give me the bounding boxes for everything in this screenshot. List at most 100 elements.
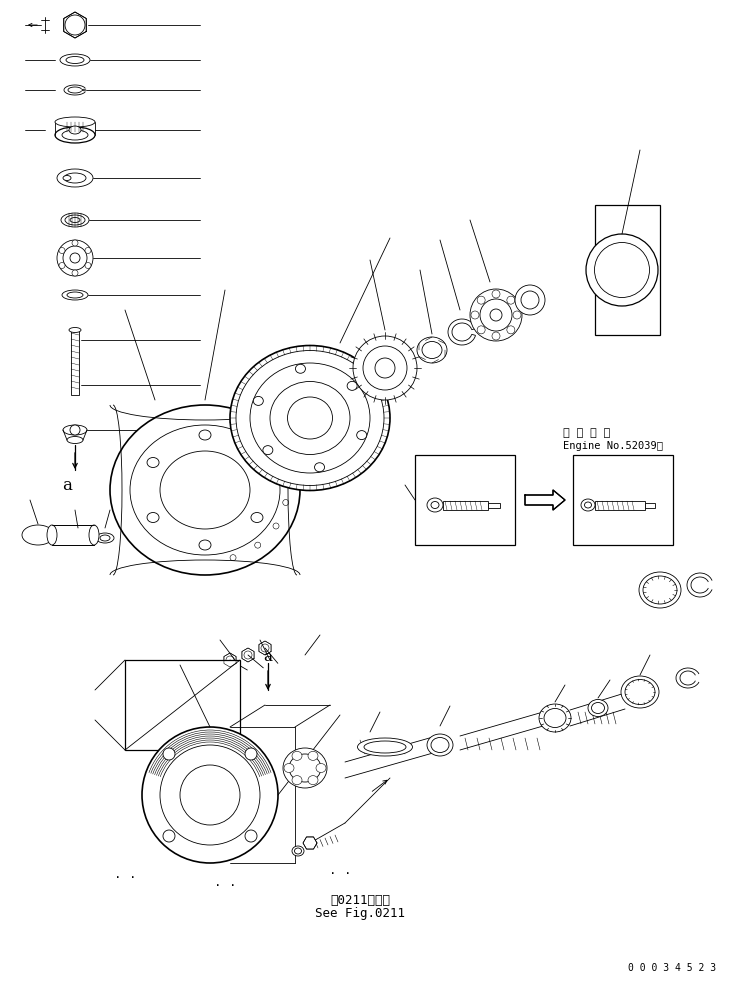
Ellipse shape (236, 351, 384, 486)
Ellipse shape (69, 126, 81, 134)
Ellipse shape (643, 576, 677, 604)
Ellipse shape (89, 525, 99, 545)
Polygon shape (525, 490, 565, 510)
Ellipse shape (284, 764, 294, 773)
Circle shape (163, 748, 175, 760)
Circle shape (471, 311, 479, 319)
Ellipse shape (544, 709, 566, 727)
Text: 0 0 0 3 4 5 2 3: 0 0 0 3 4 5 2 3 (628, 963, 716, 973)
Circle shape (230, 420, 236, 426)
Circle shape (470, 289, 522, 341)
Circle shape (59, 248, 65, 254)
Circle shape (283, 499, 288, 505)
Ellipse shape (357, 431, 367, 439)
Ellipse shape (147, 512, 159, 523)
Ellipse shape (199, 540, 211, 550)
Ellipse shape (270, 381, 350, 454)
Circle shape (521, 291, 539, 309)
Ellipse shape (592, 703, 605, 714)
Ellipse shape (96, 533, 114, 543)
Ellipse shape (69, 327, 81, 332)
Bar (488, 503, 500, 508)
Circle shape (180, 765, 240, 825)
Bar (645, 503, 655, 508)
Bar (443, 501, 488, 510)
Ellipse shape (292, 751, 302, 761)
Ellipse shape (422, 341, 442, 359)
Ellipse shape (283, 748, 327, 788)
Ellipse shape (65, 215, 85, 225)
Circle shape (492, 332, 500, 340)
Bar (71, 330, 79, 395)
Bar (595, 501, 645, 510)
Circle shape (244, 651, 252, 659)
Circle shape (363, 346, 407, 390)
Ellipse shape (263, 445, 273, 455)
Ellipse shape (110, 405, 300, 575)
Ellipse shape (100, 535, 110, 541)
Circle shape (160, 745, 260, 845)
Bar (595, 205, 660, 335)
Ellipse shape (67, 436, 83, 443)
Ellipse shape (427, 734, 453, 756)
Ellipse shape (63, 425, 87, 435)
Circle shape (477, 325, 485, 334)
Ellipse shape (315, 463, 324, 472)
Text: See Fig.0211: See Fig.0211 (315, 907, 405, 920)
Ellipse shape (292, 846, 304, 856)
Ellipse shape (251, 457, 263, 468)
Ellipse shape (294, 848, 302, 854)
Circle shape (68, 18, 82, 32)
Circle shape (85, 248, 91, 254)
Ellipse shape (67, 292, 83, 298)
Text: 第0211図参照: 第0211図参照 (330, 894, 390, 906)
Circle shape (480, 299, 512, 331)
Circle shape (59, 262, 65, 268)
Circle shape (375, 358, 395, 378)
Circle shape (230, 554, 236, 560)
Circle shape (273, 451, 279, 457)
Polygon shape (303, 837, 317, 849)
Circle shape (492, 290, 500, 298)
Text: . .: . . (114, 869, 137, 882)
Text: a: a (264, 650, 272, 664)
Ellipse shape (69, 530, 87, 540)
Circle shape (353, 336, 417, 400)
Ellipse shape (55, 127, 95, 143)
Circle shape (261, 644, 269, 652)
Circle shape (142, 727, 278, 863)
Ellipse shape (250, 363, 370, 473)
Ellipse shape (595, 243, 650, 298)
Ellipse shape (22, 525, 54, 545)
Polygon shape (64, 12, 87, 38)
Circle shape (255, 543, 261, 549)
Bar (573, 455, 673, 545)
Ellipse shape (431, 501, 439, 508)
Circle shape (163, 830, 175, 842)
Circle shape (283, 475, 288, 481)
Ellipse shape (581, 499, 595, 511)
Ellipse shape (588, 700, 608, 717)
Ellipse shape (288, 397, 333, 439)
Circle shape (57, 240, 93, 276)
Circle shape (507, 296, 515, 304)
Ellipse shape (625, 679, 655, 705)
Ellipse shape (47, 525, 57, 545)
Text: a: a (62, 477, 72, 493)
Ellipse shape (199, 430, 211, 440)
Ellipse shape (61, 213, 89, 227)
Ellipse shape (639, 572, 681, 608)
Ellipse shape (308, 751, 318, 761)
Polygon shape (259, 641, 271, 655)
Ellipse shape (539, 704, 571, 732)
Ellipse shape (296, 365, 305, 374)
Ellipse shape (364, 741, 406, 753)
Ellipse shape (292, 776, 302, 784)
Text: 適 用 号 機: 適 用 号 機 (563, 428, 610, 438)
Circle shape (72, 270, 78, 276)
Ellipse shape (417, 337, 447, 363)
Ellipse shape (253, 396, 264, 405)
Ellipse shape (62, 130, 88, 140)
Ellipse shape (431, 737, 449, 753)
Circle shape (490, 309, 502, 321)
